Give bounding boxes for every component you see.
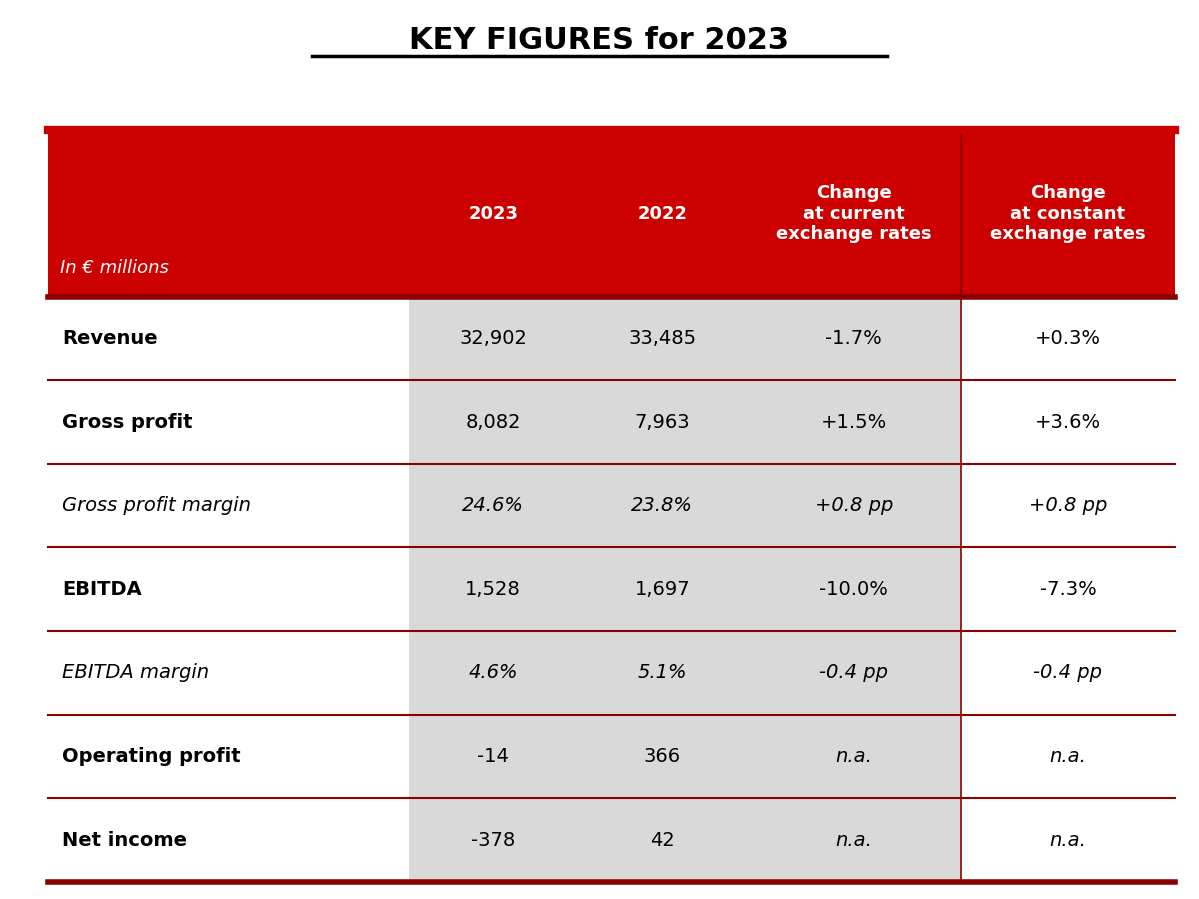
Text: +0.8 pp: +0.8 pp [1029,496,1107,515]
Bar [409,297,578,380]
Text: 1,528: 1,528 [465,580,522,599]
Bar [747,297,960,380]
Bar [578,297,747,380]
Text: -0.4 pp: -0.4 pp [1034,663,1102,682]
Bar [409,464,578,547]
Bar [409,380,578,464]
Text: +1.5%: +1.5% [820,413,887,432]
Bar [578,631,747,715]
Text: 4.6%: 4.6% [469,663,518,682]
Text: -0.4 pp: -0.4 pp [819,663,888,682]
Bar [747,798,960,882]
Bar [578,547,747,631]
Text: Revenue: Revenue [62,329,158,348]
Bar [409,547,578,631]
Text: KEY FIGURES for 2023: KEY FIGURES for 2023 [410,26,789,55]
Text: -10.0%: -10.0% [819,580,888,599]
Text: In € millions: In € millions [60,259,169,277]
Text: -7.3%: -7.3% [1040,580,1096,599]
Text: -378: -378 [471,831,516,850]
Text: 24.6%: 24.6% [462,496,524,515]
Bar [578,464,747,547]
Text: EBITDA margin: EBITDA margin [62,663,210,682]
Text: 2023: 2023 [468,204,518,223]
Text: EBITDA: EBITDA [62,580,143,599]
Bar [747,380,960,464]
Text: -1.7%: -1.7% [825,329,882,348]
Text: 1,697: 1,697 [634,580,689,599]
Bar [747,715,960,798]
Bar [747,464,960,547]
Text: n.a.: n.a. [836,831,872,850]
Text: Net income: Net income [62,831,187,850]
Text: +3.6%: +3.6% [1035,413,1101,432]
Bar [409,798,578,882]
Text: Gross profit: Gross profit [62,413,193,432]
Bar [578,798,747,882]
Text: +0.3%: +0.3% [1035,329,1101,348]
Text: 8,082: 8,082 [465,413,520,432]
Bar [578,715,747,798]
Text: -14: -14 [477,747,510,766]
Text: 5.1%: 5.1% [638,663,687,682]
Text: 2022: 2022 [637,204,687,223]
Text: 23.8%: 23.8% [631,496,693,515]
Text: 366: 366 [644,747,681,766]
Text: Gross profit margin: Gross profit margin [62,496,252,515]
Text: 32,902: 32,902 [459,329,528,348]
Text: n.a.: n.a. [836,747,872,766]
Bar [48,130,1175,297]
Text: +0.8 pp: +0.8 pp [814,496,893,515]
Bar [578,380,747,464]
Bar [747,631,960,715]
Text: 42: 42 [650,831,675,850]
Text: 7,963: 7,963 [634,413,689,432]
Bar [409,631,578,715]
Bar [747,547,960,631]
Text: Change
at current
exchange rates: Change at current exchange rates [776,183,932,244]
Text: n.a.: n.a. [1049,747,1086,766]
Text: Change
at constant
exchange rates: Change at constant exchange rates [990,183,1146,244]
Text: 33,485: 33,485 [628,329,697,348]
Text: Operating profit: Operating profit [62,747,241,766]
Text: n.a.: n.a. [1049,831,1086,850]
Bar [409,715,578,798]
